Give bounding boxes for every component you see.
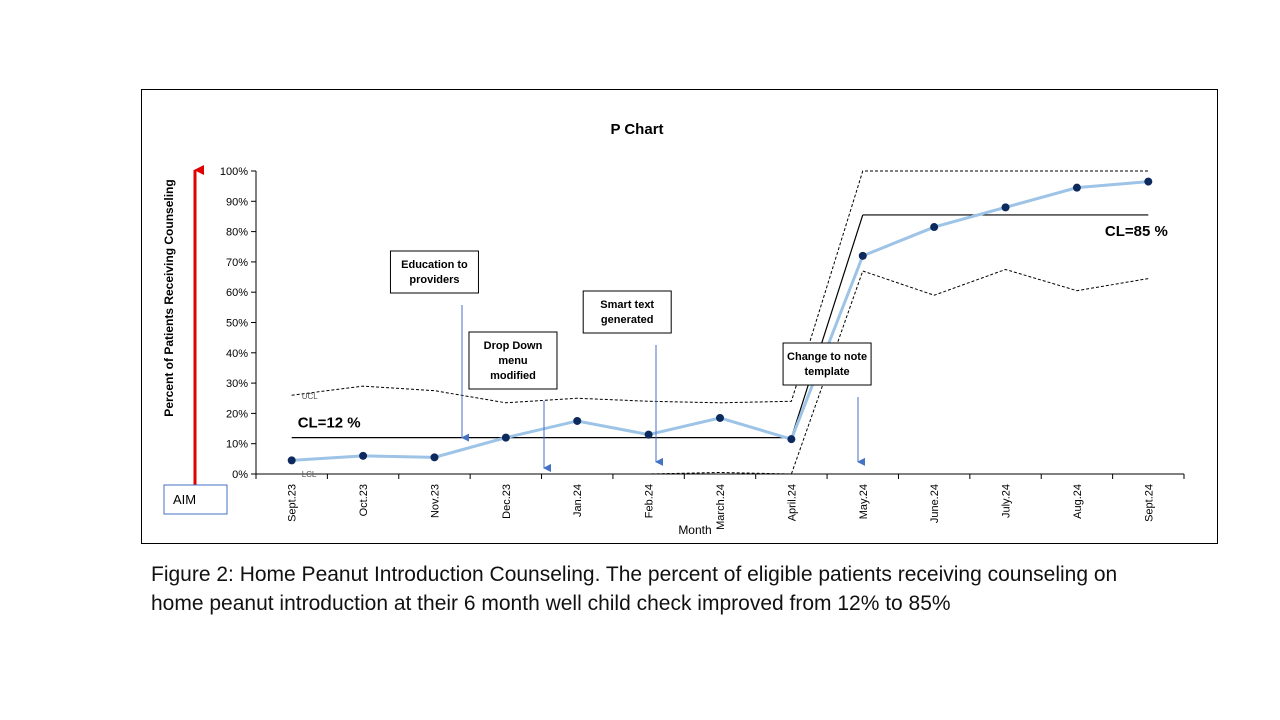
figure-caption: Figure 2: Home Peanut Introduction Couns… <box>151 560 1211 618</box>
x-tick-label: July.24 <box>1001 484 1013 518</box>
x-tick-label: Nov.23 <box>429 484 441 518</box>
y-tick-label: 10% <box>226 439 248 451</box>
data-point <box>1072 183 1081 192</box>
data-point <box>930 223 939 232</box>
x-tick-label: May.24 <box>858 484 870 519</box>
x-tick-label: Feb.24 <box>644 484 656 518</box>
y-tick-label: 30% <box>226 378 248 390</box>
annotation-text: generated <box>601 314 654 326</box>
aim-label: AIM <box>173 492 196 507</box>
y-tick-label: 80% <box>226 227 248 239</box>
annotation-text: Smart text <box>600 299 654 311</box>
y-tick-label: 50% <box>226 318 248 330</box>
y-axis-label: Percent of Patients Receiving Counseling <box>162 179 176 416</box>
ucl-line <box>291 170 1149 404</box>
annotation-text: providers <box>409 274 459 286</box>
data-point <box>501 433 510 442</box>
data-point <box>1144 177 1153 186</box>
y-tick-label: 0% <box>232 469 248 481</box>
caption-line-1: Figure 2: Home Peanut Introduction Couns… <box>151 563 1118 586</box>
lcl-line <box>291 268 1149 475</box>
annotation-box <box>582 290 672 334</box>
x-tick-label: Sept.23 <box>287 484 299 522</box>
annotation-box <box>468 331 558 390</box>
annotation-text: menu <box>498 355 527 367</box>
y-tick-label: 40% <box>226 348 248 360</box>
chart-title: P Chart <box>610 121 663 138</box>
x-tick-label: Jan.24 <box>572 484 584 517</box>
lcl-label: LCL <box>302 470 317 479</box>
x-tick-label: Dec.23 <box>501 484 513 519</box>
x-tick-label: Oct.23 <box>358 484 370 516</box>
cl-label-phase1: CL=12 % <box>298 415 361 432</box>
annotation-box <box>782 342 872 386</box>
data-point <box>287 456 296 465</box>
data-point <box>573 416 582 425</box>
y-tick-label: 20% <box>226 408 248 420</box>
data-point <box>787 435 796 444</box>
data-point <box>1001 203 1010 212</box>
data-point <box>716 413 724 422</box>
p-chart: P Chart 0% 10% 20% 30% 40% 50% 60% 70% 80% 90% 100%… <box>162 121 1185 537</box>
x-axis-label: Month <box>678 523 711 537</box>
x-tick-label: April.24 <box>786 484 798 521</box>
chart-frame: P Chart 0% 10% 20% 30% 40% 50% 60% 70% 80% 90% 100%… <box>141 89 1218 544</box>
y-tick-label: 90% <box>226 196 248 208</box>
center-line-transition <box>790 214 864 438</box>
data-point <box>430 453 439 462</box>
annotation-text: Drop Down <box>484 340 543 352</box>
y-tick-label: 60% <box>226 287 248 299</box>
x-tick-label: March.24 <box>715 484 727 530</box>
caption-line-2: home peanut introduction at their 6 mont… <box>151 592 951 615</box>
x-tick-label: Sept.24 <box>1143 484 1155 522</box>
annotation-box <box>389 250 479 294</box>
cl-label-phase2: CL=85 % <box>1105 223 1168 240</box>
annotation-text: Change to note <box>787 351 867 363</box>
x-tick-label: Aug.24 <box>1072 484 1084 519</box>
annotation-text: template <box>804 366 849 378</box>
data-point <box>359 451 368 460</box>
data-point <box>858 251 867 260</box>
x-tick-label: June.24 <box>929 484 941 523</box>
ucl-label: UCL <box>302 392 319 401</box>
y-tick-label: 100% <box>220 166 248 178</box>
annotation-text: Education to <box>401 259 468 271</box>
data-point <box>644 430 653 439</box>
y-tick-label: 70% <box>226 257 248 269</box>
annotation-text: modified <box>490 370 536 382</box>
aim-box <box>163 484 228 515</box>
